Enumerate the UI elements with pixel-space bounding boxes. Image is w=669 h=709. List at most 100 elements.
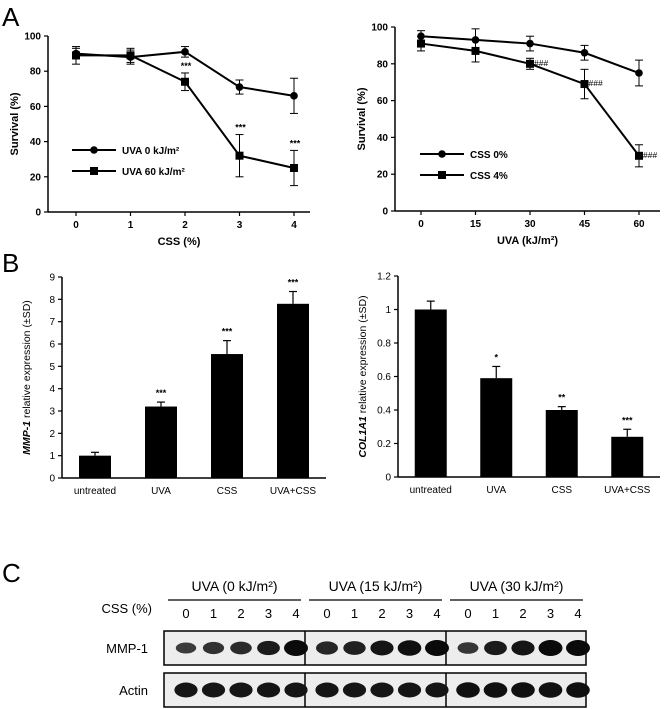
data-point: [417, 39, 425, 48]
x-tick-label: 0: [418, 219, 424, 230]
blot-band: [343, 641, 366, 655]
y-tick-label: 4: [49, 384, 55, 395]
legend-label: CSS 4%: [470, 171, 508, 182]
category-label: UVA: [151, 486, 171, 497]
y-tick-label: 1: [385, 305, 391, 316]
blot-band: [230, 641, 252, 655]
category-label: CSS: [551, 485, 572, 496]
x-tick-label: 0: [73, 220, 79, 231]
blot-band: [316, 641, 338, 655]
blot-lane-label: 2: [237, 606, 244, 621]
significance-label: ***: [156, 388, 167, 398]
blot-band: [174, 682, 198, 698]
blot-lane-label: 3: [406, 606, 413, 621]
panel-label-c: C: [2, 558, 21, 588]
y-axis-label: COL1A1 relative expression (±SD): [357, 295, 369, 457]
y-tick-label: 20: [377, 170, 389, 181]
survival-vs-uva-chart: 0 20 40 60 80 100 0 15 30 45 60 UVA (kJ/m²) Survival…: [356, 23, 660, 247]
category-label: UVA: [486, 485, 506, 496]
legend-marker: [438, 171, 446, 179]
significance-label: *: [494, 352, 498, 362]
bar: [277, 303, 309, 478]
legend-marker: [90, 167, 98, 175]
x-axis-label: UVA (kJ/m²): [497, 235, 558, 247]
y-tick-label: 80: [30, 67, 42, 78]
y-tick-label: 0.2: [377, 439, 391, 450]
blot-band: [397, 640, 422, 656]
blot-lane-label: 0: [323, 606, 330, 621]
data-point: [181, 48, 189, 56]
blot-band: [511, 640, 535, 656]
x-tick-label: 45: [579, 219, 591, 230]
category-label: UVA+CSS: [604, 485, 651, 496]
legend-marker: [90, 146, 98, 154]
data-point: [235, 151, 244, 160]
blot-band: [538, 640, 563, 656]
blot-group-label: UVA (0 kJ/m²): [191, 578, 277, 594]
y-axis-label: MMP-1 relative expression (±SD): [21, 300, 33, 455]
y-tick-label: 0: [49, 474, 55, 485]
y-axis-label-rest: relative expression (±SD): [357, 295, 369, 416]
blot-lane-label: 4: [433, 606, 440, 621]
blot-band: [256, 682, 281, 698]
blot-band: [370, 682, 394, 698]
y-tick-label: 3: [49, 407, 55, 418]
y-tick-label: 7: [49, 317, 55, 328]
y-tick-label: 1: [49, 451, 55, 462]
data-point: [635, 69, 643, 77]
x-tick-label: 1: [128, 220, 134, 231]
data-point: [635, 151, 643, 160]
data-point: [290, 164, 298, 172]
y-tick-label: 1.2: [377, 272, 391, 283]
blot-band: [284, 640, 308, 656]
y-axis-label-gene: MMP-1: [21, 421, 33, 455]
y-tick-label: 80: [377, 59, 389, 70]
y-tick-label: 6: [49, 340, 55, 351]
y-tick-label: 100: [24, 32, 41, 43]
blot-lane-label: 1: [210, 606, 217, 621]
legend-marker: [438, 150, 446, 158]
x-tick-label: 60: [633, 219, 645, 230]
data-point: [580, 48, 589, 57]
blot-lane-label: 3: [547, 606, 554, 621]
blot-row-name: MMP-1: [106, 641, 148, 656]
blot-band: [483, 682, 508, 698]
blot-band: [566, 682, 590, 698]
blot-lane-label: 0: [182, 606, 189, 621]
blot-band: [484, 640, 507, 656]
x-tick-label: 3: [237, 220, 243, 231]
significance-label: ###: [534, 58, 548, 68]
y-tick-label: 9: [49, 273, 55, 284]
data-point: [290, 92, 298, 100]
significance-label: ***: [235, 123, 246, 133]
blot-lane-label: 0: [464, 606, 471, 621]
y-axis-label-rest: relative expression (±SD): [21, 300, 33, 421]
x-axis-label: CSS (%): [158, 236, 201, 248]
blot-band: [456, 682, 480, 698]
bar: [79, 455, 111, 478]
panel-label-a: A: [2, 2, 20, 32]
y-tick-label: 0.6: [377, 372, 391, 383]
blot-band: [397, 682, 422, 698]
x-tick-label: 4: [291, 220, 297, 231]
data-point: [526, 39, 534, 48]
blot-band: [457, 642, 479, 654]
col1a1-expression-chart: 0 0.2 0.4 0.6 0.8 1 1.2 untreated * UVA ** CSS *** UV…: [357, 272, 660, 496]
survival-vs-css-chart: 0 20 40 60 80 100 0 1 2 3 4 CSS (%) Survival (%) UVA …: [9, 32, 310, 248]
y-tick-label: 0: [385, 473, 391, 484]
data-point: [235, 83, 244, 91]
blot-lane-label: 2: [378, 606, 385, 621]
blot-lane-label: 1: [492, 606, 499, 621]
y-axis-label-gene: COL1A1: [357, 416, 369, 458]
significance-label: ###: [589, 78, 603, 88]
legend-label: CSS 0%: [470, 150, 508, 161]
category-label: untreated: [410, 485, 452, 496]
significance-label: ***: [622, 415, 633, 425]
blot-band: [342, 682, 367, 698]
y-tick-label: 60: [377, 96, 389, 107]
y-axis-label: Survival (%): [9, 92, 21, 155]
y-tick-label: 40: [30, 137, 42, 148]
y-tick-label: 0.8: [377, 339, 391, 350]
significance-label: ***: [288, 278, 299, 288]
